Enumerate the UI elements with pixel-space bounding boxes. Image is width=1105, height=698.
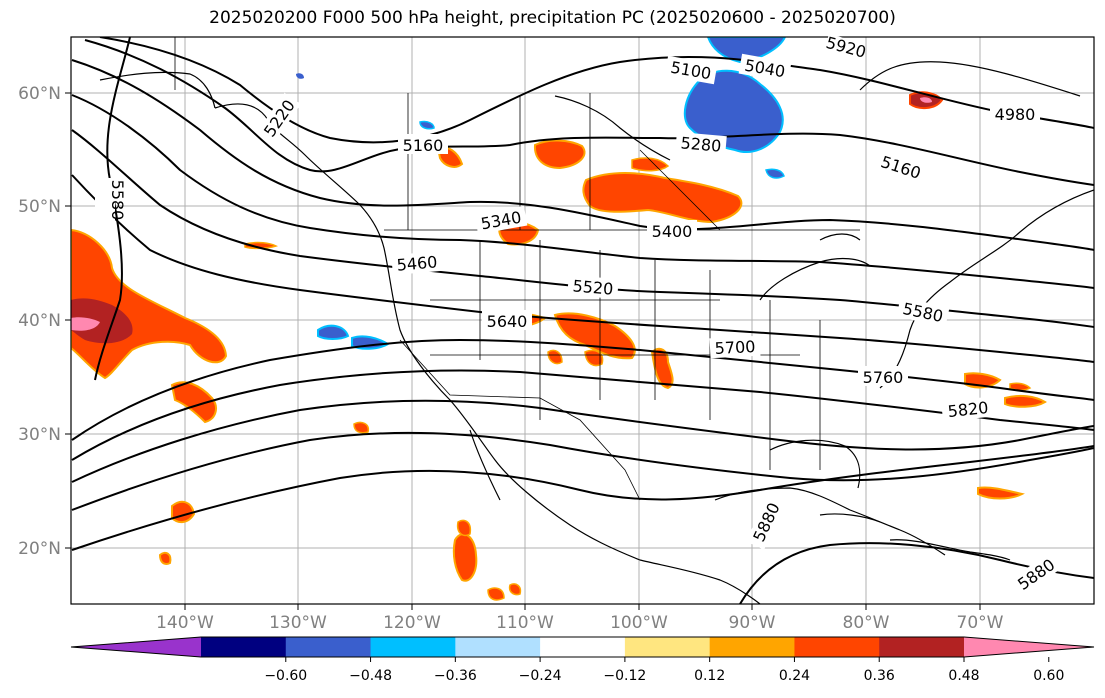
colorbar-tick-label: 0.24	[779, 668, 810, 684]
negative-anomaly-shading	[296, 37, 787, 350]
colorbar-tick-label: 0.36	[864, 668, 895, 684]
colorbar-segment	[455, 637, 541, 657]
lat-label: 30°N	[18, 425, 61, 445]
colorbar-tick-label: −0.48	[349, 668, 392, 684]
lat-label: 20°N	[18, 539, 61, 559]
colorbar-segment	[624, 637, 711, 657]
colorbar-segment	[794, 637, 880, 657]
political-borders	[174, 37, 860, 501]
colorbar-segment	[201, 637, 287, 657]
lon-label: 70°W	[957, 613, 1004, 633]
colorbar-segment	[540, 637, 626, 657]
lon-label: 140°W	[156, 613, 214, 633]
contour-label: 5460	[396, 252, 438, 274]
contour-label: 5160	[403, 136, 444, 155]
contour-label: 5760	[863, 368, 904, 387]
map-title: 2025020200 F000 500 hPa height, precipit…	[209, 8, 896, 28]
colorbar-tick-label: −0.24	[519, 668, 562, 684]
contour-label: 5700	[714, 337, 756, 358]
colorbar: −0.60 −0.48 −0.36 −0.24 −0.12 0.12 0.24 0.36 0.4…	[70, 636, 1095, 684]
colorbar-tick-label: 0.48	[948, 668, 979, 684]
lon-label: 100°W	[610, 613, 668, 633]
contour-label: 5820	[947, 398, 989, 421]
colorbar-segment	[285, 637, 372, 657]
colorbar-tick-label: 0.60	[1033, 668, 1064, 684]
contour-label: 4980	[995, 105, 1036, 124]
contour-label: 5580	[108, 180, 127, 221]
height-contours	[71, 37, 1094, 604]
contour-label: 5400	[652, 222, 693, 241]
colorbar-tick-label: −0.12	[603, 668, 646, 684]
axis-ticks	[65, 92, 981, 610]
colorbar-extend-low	[71, 637, 201, 657]
lon-label: 130°W	[269, 613, 327, 633]
lon-label: 90°W	[729, 613, 776, 633]
lat-label: 60°N	[18, 84, 61, 104]
colorbar-segment	[879, 637, 965, 657]
lon-label: 80°W	[843, 613, 890, 633]
colorbar-tick-label: −0.60	[264, 668, 307, 684]
lat-label: 40°N	[18, 311, 61, 331]
colorbar-tick-label: 0.12	[694, 668, 725, 684]
colorbar-segment	[370, 637, 456, 657]
lat-label: 50°N	[18, 197, 61, 217]
colorbar-outline	[70, 636, 1095, 658]
colorbar-segment	[709, 637, 795, 657]
coastlines	[99, 61, 1094, 604]
latitude-labels: 60°N 50°N 40°N 30°N 20°N	[18, 84, 61, 559]
lon-label: 110°W	[496, 613, 554, 633]
contour-label: 5640	[487, 312, 528, 331]
colorbar-tick-label: −0.36	[434, 668, 477, 684]
contour-label: 5280	[680, 133, 722, 155]
lon-label: 120°W	[383, 613, 441, 633]
contour-label: 5520	[572, 276, 614, 298]
longitude-labels: 140°W 130°W 120°W 110°W 100°W 90°W 80°W …	[156, 613, 1004, 633]
colorbar-extend-high	[964, 637, 1094, 657]
